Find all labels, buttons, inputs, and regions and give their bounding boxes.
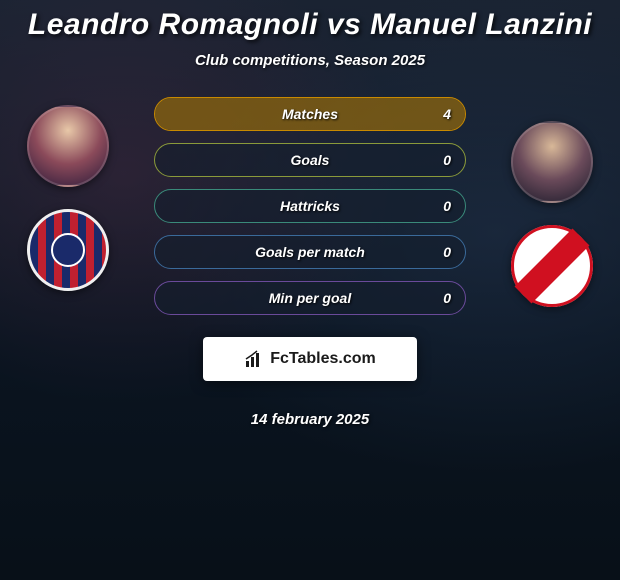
stat-pill-goals: Goals 0 xyxy=(154,143,466,177)
player-right-avatar xyxy=(511,121,593,203)
stat-pill-hattricks: Hattricks 0 xyxy=(154,189,466,223)
chart-icon xyxy=(244,349,264,369)
stat-pill-goals-per-match: Goals per match 0 xyxy=(154,235,466,269)
page-title: Leandro Romagnoli vs Manuel Lanzini xyxy=(28,8,592,42)
stat-value-right: 0 xyxy=(443,152,451,168)
stat-value-right: 0 xyxy=(443,290,451,306)
stat-label: Hattricks xyxy=(280,198,340,214)
stat-label: Matches xyxy=(282,106,338,122)
page-subtitle: Club competitions, Season 2025 xyxy=(195,52,425,69)
stat-label: Min per goal xyxy=(269,290,351,306)
date-label: 14 february 2025 xyxy=(251,411,369,428)
stat-value-right: 4 xyxy=(443,106,451,122)
logo-text: FcTables.com xyxy=(270,350,376,368)
main-row: Matches 4 Goals 0 Hattricks 0 Goals per match 0… xyxy=(0,97,620,428)
player-right-club-crest xyxy=(511,225,593,307)
stat-label: Goals xyxy=(291,152,330,168)
stat-value-right: 0 xyxy=(443,198,451,214)
fctables-logo: FcTables.com xyxy=(203,337,417,381)
stat-pill-min-per-goal: Min per goal 0 xyxy=(154,281,466,315)
stat-pill-matches: Matches 4 xyxy=(154,97,466,131)
player-left-avatar xyxy=(27,105,109,187)
left-player-column xyxy=(8,97,128,291)
stat-label: Goals per match xyxy=(255,244,365,260)
stat-value-right: 0 xyxy=(443,244,451,260)
stats-column: Matches 4 Goals 0 Hattricks 0 Goals per match 0… xyxy=(136,97,484,428)
player-left-club-crest xyxy=(27,209,109,291)
content-root: Leandro Romagnoli vs Manuel Lanzini Club… xyxy=(0,0,620,580)
right-player-column xyxy=(492,97,612,307)
